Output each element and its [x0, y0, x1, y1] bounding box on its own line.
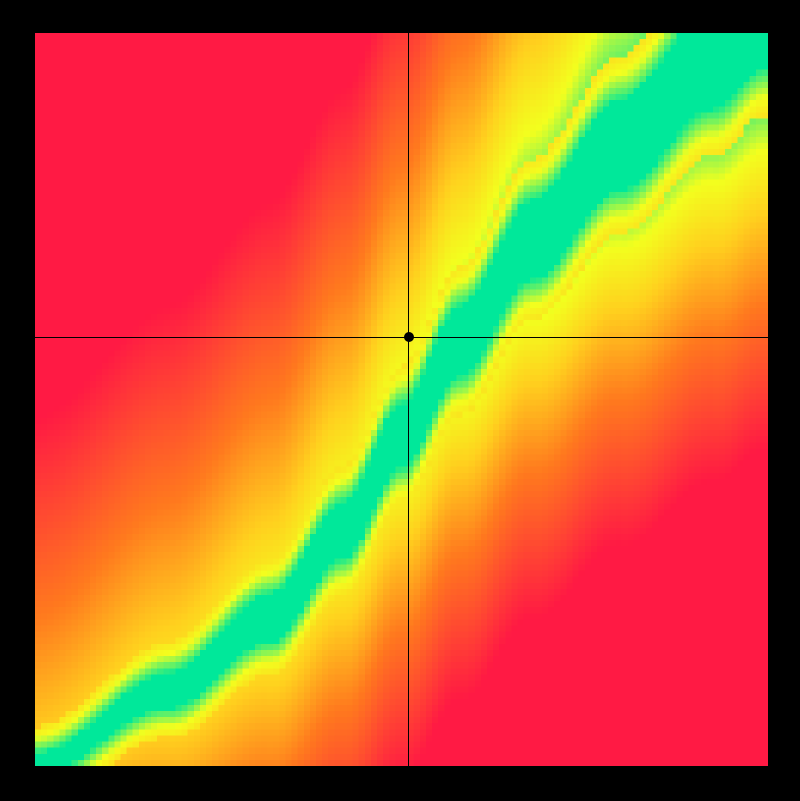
crosshair-vertical [408, 33, 409, 766]
bottleneck-heatmap [35, 33, 768, 766]
crosshair-horizontal [35, 337, 768, 338]
crosshair-marker [404, 332, 414, 342]
chart-root: { "watermark": { "text": "TheBottleneck.… [0, 0, 800, 800]
